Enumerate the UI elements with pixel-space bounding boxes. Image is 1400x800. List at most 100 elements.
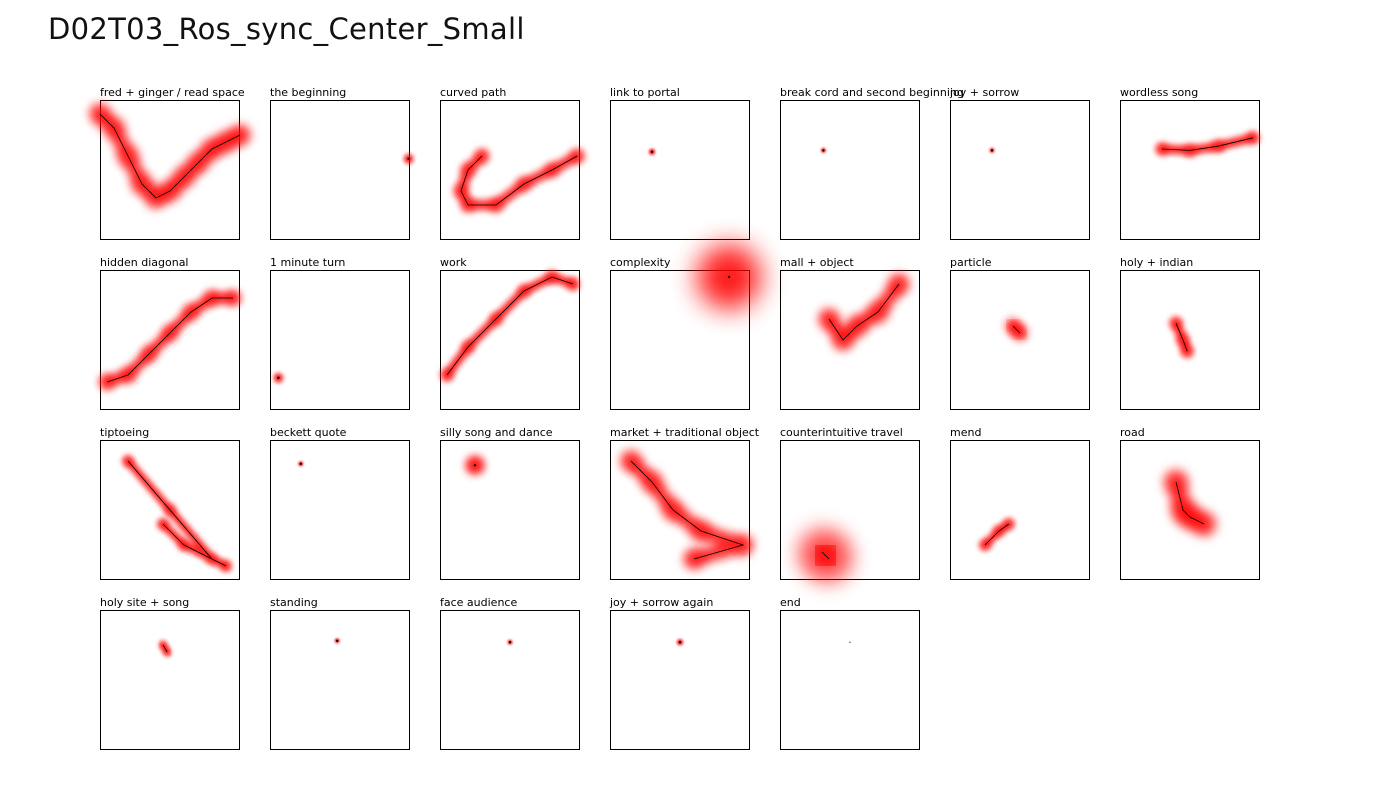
panel-frame <box>270 100 410 240</box>
panel-label: beckett quote <box>270 426 347 439</box>
panel: break cord and second beginning <box>780 86 964 251</box>
panel-label: joy + sorrow again <box>610 596 714 609</box>
panel-plot <box>88 102 252 210</box>
trajectory-line <box>99 113 241 199</box>
panel-label: work <box>440 256 467 269</box>
position-point <box>299 462 302 465</box>
panel: the beginning <box>270 86 450 251</box>
panel-frame <box>950 440 1090 580</box>
panel-label: link to portal <box>610 86 680 99</box>
panel-plot <box>697 245 761 309</box>
panel: hidden diagonal <box>98 256 280 421</box>
position-point <box>650 150 654 153</box>
trajectory-line <box>446 276 574 376</box>
panel-frame <box>610 100 750 240</box>
panel: curved path <box>440 86 620 251</box>
trajectory-line <box>127 460 227 567</box>
panel-frame <box>950 100 1090 240</box>
panel: mall + object <box>780 256 960 421</box>
panel-plot <box>507 639 513 645</box>
panel-plot <box>1004 317 1029 342</box>
panel: counterintuitive travel <box>780 426 960 591</box>
panel-plot <box>619 449 755 571</box>
position-point <box>990 149 994 152</box>
panel: standing <box>270 596 450 761</box>
panel-label: holy + indian <box>1120 256 1194 269</box>
panel-plot <box>676 639 684 646</box>
position-point <box>727 275 731 279</box>
panel-frame <box>270 440 410 580</box>
panel-plot <box>334 638 340 644</box>
position-point <box>849 641 851 643</box>
trajectory-line <box>1161 137 1254 151</box>
panel-frame <box>100 610 240 750</box>
heat-blob <box>569 148 586 164</box>
panel-label: joy + sorrow <box>950 86 1020 99</box>
panel-plot <box>989 147 995 153</box>
panel: link to portal <box>610 86 790 251</box>
panel: beckett quote <box>270 426 450 591</box>
panel-plot <box>403 154 414 164</box>
panel: end <box>780 596 960 761</box>
panel-plot <box>798 528 853 583</box>
panel-frame <box>440 440 580 580</box>
position-point <box>407 157 410 160</box>
trajectory-line <box>162 644 168 653</box>
position-point <box>508 641 512 644</box>
heat-blob <box>1168 316 1184 331</box>
panel: joy + sorrow again <box>610 596 790 761</box>
panel-plot <box>1154 130 1261 158</box>
trajectory-line <box>828 283 900 341</box>
panel-label: mall + object <box>780 256 854 269</box>
panel-label: fred + ginger / read space <box>100 86 245 99</box>
position-point <box>277 376 280 379</box>
trajectory-line <box>984 523 1010 546</box>
panel-label: market + traditional object <box>610 426 760 439</box>
panel: mend <box>950 426 1130 591</box>
panel-frame <box>100 270 240 410</box>
panel-plot <box>453 148 586 213</box>
panel: 1 minute turn <box>270 256 450 421</box>
panel-frame <box>100 440 240 580</box>
heat-trail <box>124 457 230 570</box>
trajectory-line <box>1012 325 1021 334</box>
position-point <box>678 641 682 644</box>
panel: wordless song <box>1120 86 1300 251</box>
position-point <box>336 639 339 642</box>
panel-frame <box>610 440 750 580</box>
heat-trail <box>442 272 578 380</box>
panel: complexity <box>610 245 790 421</box>
panel-frame <box>610 610 750 750</box>
trajectory-line <box>821 551 830 560</box>
panel-frame <box>780 270 920 410</box>
panel-plot <box>978 517 1016 552</box>
panel-label: face audience <box>440 596 518 609</box>
panel: holy site + song <box>100 596 280 761</box>
panel-plot <box>817 272 911 352</box>
panel-plot <box>439 269 581 383</box>
panel: tiptoeing <box>100 426 280 591</box>
panel-label: complexity <box>610 256 671 269</box>
panel-frame <box>1120 100 1260 240</box>
trajectory-line <box>460 155 578 206</box>
panel-label: counterintuitive travel <box>780 426 903 439</box>
panel: particle <box>950 256 1130 421</box>
panel-plot <box>648 148 656 155</box>
page-title: D02T03_Ros_sync_Center_Small <box>48 12 525 46</box>
panel: road <box>1120 426 1300 591</box>
panel-frame <box>440 100 580 240</box>
panel-frame <box>100 100 240 240</box>
panel: fred + ginger / read space <box>88 86 280 251</box>
panel-frame <box>440 610 580 750</box>
panel: silly song and dance <box>440 426 620 591</box>
trajectory-line <box>630 460 745 560</box>
panel-plot <box>1168 316 1195 359</box>
panel-label: curved path <box>440 86 507 99</box>
panel-frame <box>1120 270 1260 410</box>
panel-label: the beginning <box>270 86 347 99</box>
panel-label: particle <box>950 256 992 269</box>
heat-trail <box>1157 133 1258 155</box>
heat-blob <box>1180 344 1195 359</box>
trajectory-line <box>1175 323 1188 352</box>
